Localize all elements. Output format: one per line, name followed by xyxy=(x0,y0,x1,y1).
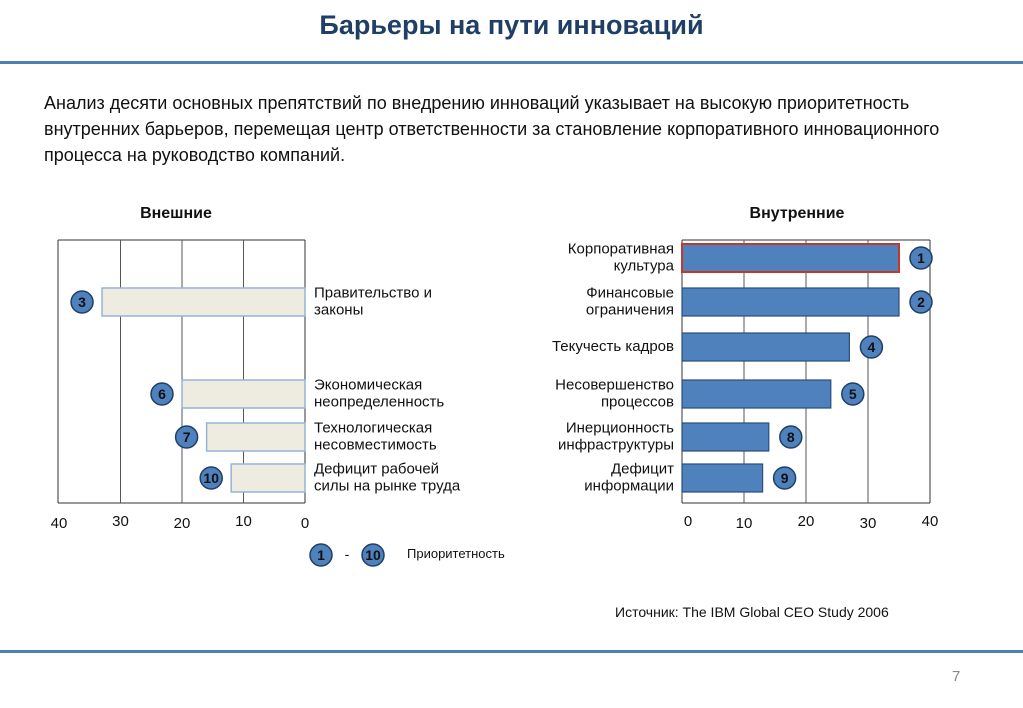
external-rank-badge-circle xyxy=(174,425,199,449)
internal-bar xyxy=(681,243,900,273)
internal-bar xyxy=(681,287,900,317)
internal-category-label: Дефицит информации xyxy=(584,460,674,494)
internal-category-label: Инерционность инфраструктуры xyxy=(558,419,674,453)
external-category-label: Правительство и законы xyxy=(314,284,432,318)
internal-category-label: Финансовые ограничения xyxy=(586,284,674,318)
external-rank-badge-circle xyxy=(70,290,94,314)
internal-tick-label: 20 xyxy=(798,513,815,530)
external-tick-label: 20 xyxy=(174,515,191,532)
external-bar xyxy=(205,422,306,452)
internal-tick-label: 10 xyxy=(736,515,753,532)
internal-tick-label: 30 xyxy=(860,515,877,532)
legend-dash: - xyxy=(345,546,350,562)
footer-divider xyxy=(0,650,1023,653)
internal-chart-title: Внутренние xyxy=(750,205,845,222)
external-rank-badge-circle xyxy=(199,466,223,490)
internal-tick-label: 40 xyxy=(922,513,939,530)
internal-rank-badge-label: 9 xyxy=(781,470,789,486)
external-rank-badge-circle xyxy=(150,382,174,406)
legend-to-badge-label: 10 xyxy=(365,547,381,563)
internal-rank-badge-circle xyxy=(841,382,865,406)
internal-bar xyxy=(681,463,764,493)
legend-from-badge-label: 1 xyxy=(317,547,325,563)
external-category-label: Дефицит рабочей силы на рынке труда xyxy=(314,460,461,494)
internal-rank-badge-circle xyxy=(772,466,797,490)
external-bar xyxy=(230,463,306,493)
title-divider xyxy=(0,61,1023,64)
external-tick-label: 40 xyxy=(51,515,68,532)
internal-rank-badge-circle xyxy=(909,290,933,314)
slide-title: Барьеры на пути инноваций xyxy=(319,10,704,40)
internal-rank-badge-label: 5 xyxy=(849,386,857,402)
source-note: Источник: The IBM Global CEO Study 2006 xyxy=(615,604,889,620)
internal-rank-badge-circle xyxy=(779,425,803,449)
external-tick-label: 30 xyxy=(112,513,129,530)
external-rank-badge-label: 7 xyxy=(183,429,191,445)
external-category-label: Технологическая несовместимость xyxy=(314,419,437,453)
external-rank-badge-label: 10 xyxy=(203,470,219,486)
external-chart-title: Внешние xyxy=(140,205,212,222)
internal-rank-badge-circle xyxy=(909,246,933,270)
internal-bar xyxy=(681,379,832,409)
external-rank-badge-label: 3 xyxy=(78,294,86,310)
external-bar xyxy=(181,379,306,409)
legend-from-badge-circle xyxy=(309,543,333,567)
external-bar xyxy=(101,287,306,317)
external-category-label: Экономическая неопределенность xyxy=(314,376,444,410)
internal-bar xyxy=(681,332,850,362)
internal-tick-label: 0 xyxy=(684,513,692,530)
internal-category-label: Корпоративная культура xyxy=(568,240,675,274)
intro-text: Анализ десяти основных препятствий по вн… xyxy=(44,93,940,165)
legend-to-badge-circle xyxy=(361,543,385,567)
internal-rank-badge-label: 1 xyxy=(917,250,925,266)
internal-bar xyxy=(681,422,770,452)
legend-label: Приоритетность xyxy=(407,546,505,561)
external-tick-label: 0 xyxy=(301,515,309,532)
page-number: 7 xyxy=(952,668,961,685)
internal-rank-badge-circle xyxy=(859,335,884,359)
internal-rank-badge-label: 2 xyxy=(917,294,925,310)
internal-category-label: Несовершенство процессов xyxy=(555,376,674,410)
external-tick-label: 10 xyxy=(235,513,252,530)
external-rank-badge-label: 6 xyxy=(158,386,166,402)
internal-category-label: Текучесть кадров xyxy=(552,338,674,355)
internal-rank-badge-label: 4 xyxy=(868,339,876,355)
internal-rank-badge-label: 8 xyxy=(787,429,795,445)
